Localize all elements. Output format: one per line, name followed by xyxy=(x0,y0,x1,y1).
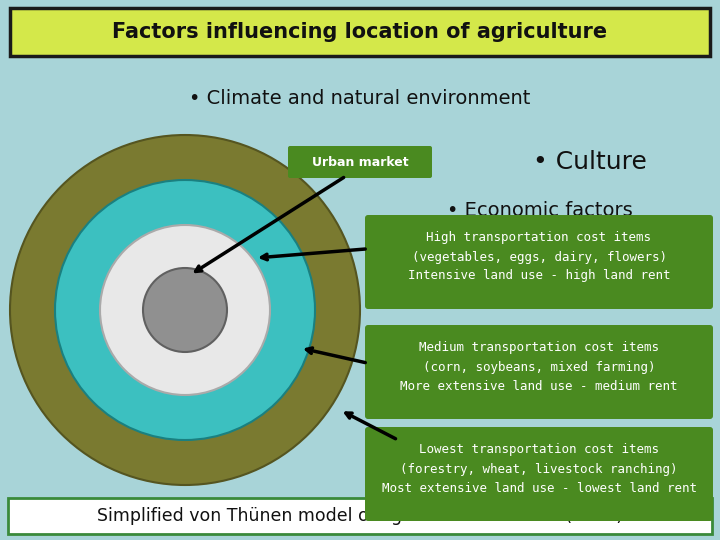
Circle shape xyxy=(55,180,315,440)
Text: High transportation cost items
(vegetables, eggs, dairy, flowers)
Intensive land: High transportation cost items (vegetabl… xyxy=(408,232,670,282)
FancyBboxPatch shape xyxy=(365,427,713,521)
Text: Medium transportation cost items
(corn, soybeans, mixed farming)
More extensive : Medium transportation cost items (corn, … xyxy=(400,341,678,393)
Circle shape xyxy=(143,268,227,352)
Text: • Culture: • Culture xyxy=(533,150,647,174)
FancyBboxPatch shape xyxy=(288,146,432,178)
Text: Simplified von Thünen model of agricultural land use (1826): Simplified von Thünen model of agricultu… xyxy=(97,507,623,525)
FancyBboxPatch shape xyxy=(365,215,713,309)
Text: • Economic factors: • Economic factors xyxy=(447,200,633,219)
FancyBboxPatch shape xyxy=(365,325,713,419)
Text: Lowest transportation cost items
(forestry, wheat, livestock ranching)
Most exte: Lowest transportation cost items (forest… xyxy=(382,443,696,495)
FancyBboxPatch shape xyxy=(10,8,710,56)
Text: Factors influencing location of agriculture: Factors influencing location of agricult… xyxy=(112,22,608,42)
Circle shape xyxy=(10,135,360,485)
Circle shape xyxy=(100,225,270,395)
FancyBboxPatch shape xyxy=(8,498,712,534)
Text: • Climate and natural environment: • Climate and natural environment xyxy=(189,89,531,107)
Text: Urban market: Urban market xyxy=(312,156,408,168)
